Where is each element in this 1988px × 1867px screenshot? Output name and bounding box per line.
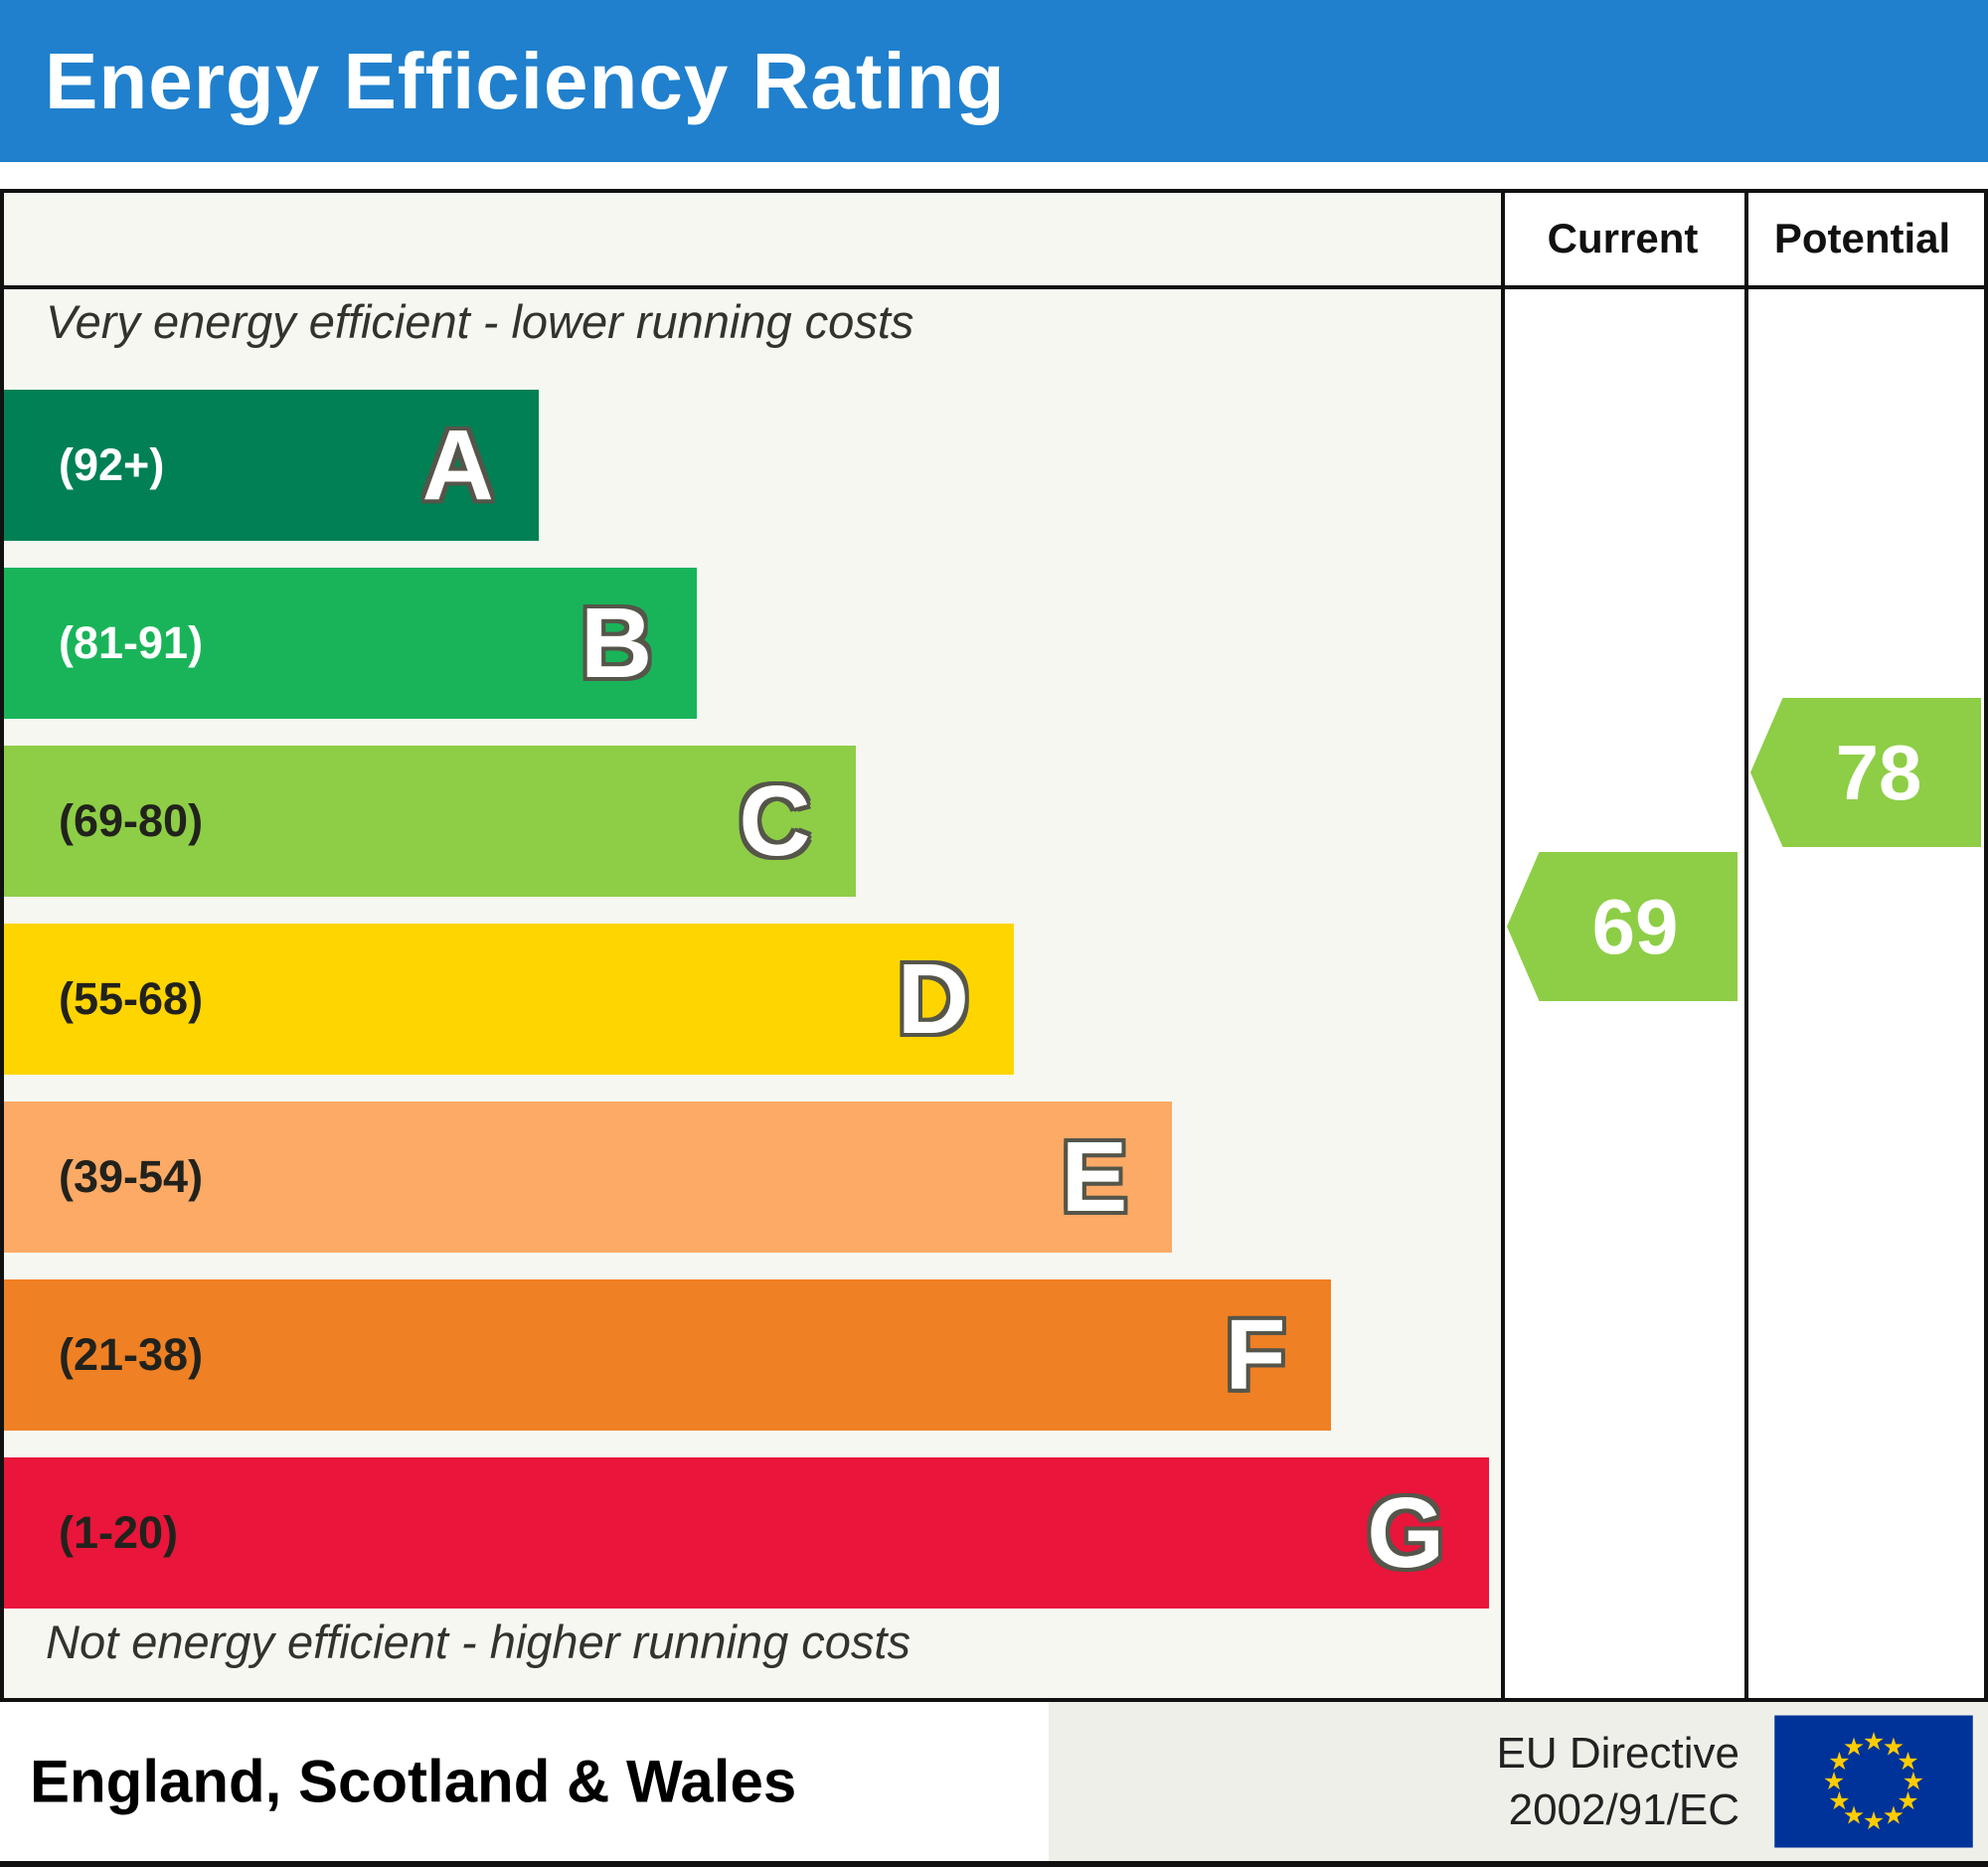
chart-body: Current Potential Very energy efficient … — [0, 189, 1988, 1702]
column-header-row — [4, 193, 1984, 289]
top-note: Very energy efficient - lower running co… — [46, 295, 914, 348]
eu-directive-label: EU Directive 2002/91/EC — [1496, 1728, 1740, 1834]
eu-flag-bg — [1774, 1715, 1973, 1848]
potential-arrow: 78 — [1750, 698, 1981, 847]
chart-footer: England, Scotland & Wales EU Directive 2… — [0, 1702, 1988, 1867]
bottom-note: Not energy efficient - higher running co… — [46, 1615, 911, 1668]
band-letter: B — [580, 588, 653, 699]
band-row-a: (92+) A — [4, 390, 539, 541]
svg-text:★: ★ — [1897, 1747, 1918, 1776]
band-row-c: (69-80) C — [4, 746, 856, 897]
band-letter: E — [1061, 1121, 1128, 1233]
band-range-label: (21-38) — [59, 1329, 204, 1380]
current-arrow: 69 — [1507, 852, 1738, 1001]
band-letter: C — [739, 765, 811, 877]
svg-text:★: ★ — [1897, 1786, 1918, 1815]
current-value: 69 — [1591, 882, 1679, 970]
band-range-label: (39-54) — [59, 1151, 204, 1202]
svg-text:★: ★ — [1843, 1801, 1865, 1830]
divider-potential-column — [1744, 193, 1748, 1698]
svg-text:★: ★ — [1843, 1732, 1865, 1761]
band-row-f: (21-38) F — [4, 1279, 1331, 1431]
band-row-d: (55-68) D — [4, 924, 1014, 1075]
svg-text:★: ★ — [1828, 1747, 1850, 1776]
svg-text:★: ★ — [1863, 1727, 1885, 1756]
band-row-e: (39-54) E — [4, 1102, 1173, 1253]
band-range-label: (1-20) — [59, 1507, 179, 1558]
band-range-label: (81-91) — [59, 617, 204, 668]
band-range-label: (92+) — [59, 439, 165, 490]
band-letter: D — [897, 943, 969, 1055]
svg-text:★: ★ — [1883, 1732, 1905, 1761]
divider-current-column — [1501, 193, 1505, 1698]
column-header-current: Current — [1547, 215, 1699, 261]
band-row-g: (1-20) G — [4, 1457, 1489, 1609]
svg-text:★: ★ — [1903, 1767, 1924, 1795]
band-letter: A — [421, 410, 494, 521]
chart-title-bar: Energy Efficiency Rating — [0, 0, 1988, 162]
svg-text:★: ★ — [1883, 1801, 1905, 1830]
svg-text:★: ★ — [1863, 1806, 1885, 1835]
page-title: Energy Efficiency Rating — [45, 36, 1006, 125]
region-label: England, Scotland & Wales — [30, 1748, 797, 1815]
band-letter: G — [1367, 1477, 1444, 1589]
eu-flag-icon: ★ ★ ★ ★ ★ ★ ★ ★ ★ ★ ★ ★ — [1774, 1715, 1973, 1848]
band-range-label: (55-68) — [59, 973, 204, 1024]
band-range-label: (69-80) — [59, 795, 204, 846]
band-row-b: (81-91) B — [4, 568, 698, 719]
band-letter: F — [1225, 1299, 1286, 1411]
svg-text:★: ★ — [1823, 1767, 1845, 1795]
potential-value: 78 — [1835, 728, 1922, 816]
column-header-potential: Potential — [1773, 215, 1951, 261]
eu-flag-stars: ★ ★ ★ ★ ★ ★ ★ ★ ★ ★ ★ ★ — [1823, 1727, 1924, 1835]
svg-text:★: ★ — [1828, 1786, 1850, 1815]
